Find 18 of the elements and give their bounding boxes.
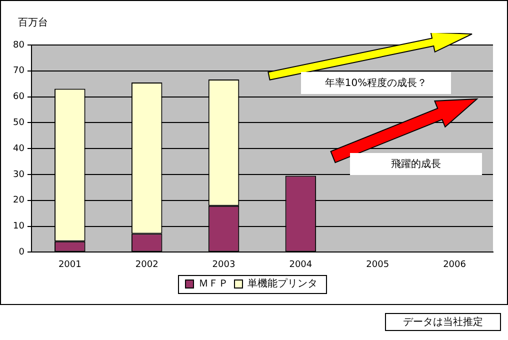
y-tick-label: 40 — [13, 144, 25, 154]
x-tick-label: 2005 — [366, 260, 390, 270]
y-tick-label: 30 — [13, 170, 25, 180]
y-tick-label: 0 — [18, 248, 25, 258]
y-tick-label: 50 — [13, 118, 25, 128]
x-tick-label: 2002 — [135, 260, 158, 270]
x-tick-label: 2001 — [58, 260, 82, 270]
x-tick-label: 2006 — [443, 260, 466, 270]
legend-label: ＭＦＰ — [198, 278, 228, 290]
x-tick-label: 2003 — [212, 260, 236, 270]
y-tick-label: 60 — [13, 92, 25, 102]
y-tick-label: 20 — [13, 196, 25, 206]
y-tick-label: 80 — [13, 40, 25, 50]
y-tick-label: 10 — [13, 222, 25, 232]
y-tick-label: 70 — [13, 66, 25, 76]
x-tick-label: 2004 — [289, 260, 312, 270]
y-axis-title: 百万台 — [18, 16, 48, 29]
legend-label: 単機能プリンタ — [248, 278, 318, 290]
